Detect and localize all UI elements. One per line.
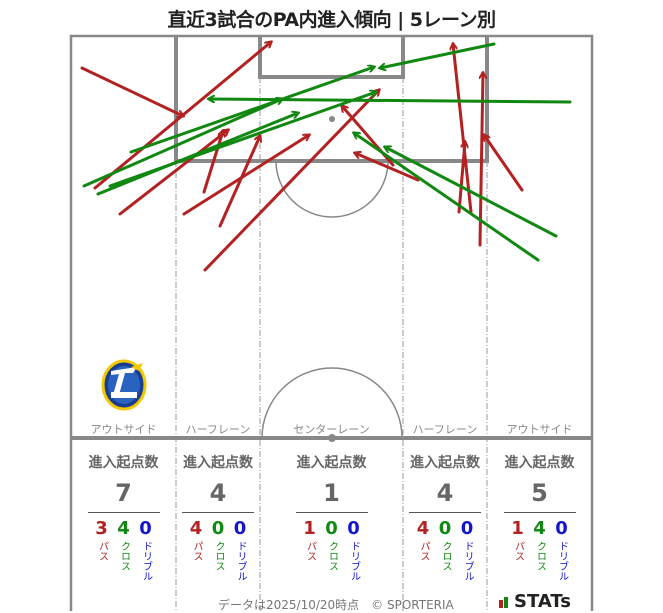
cross-count: 0 xyxy=(325,518,338,539)
pass-arrow xyxy=(118,130,228,216)
lane-label-outside-left: アウトサイド xyxy=(90,423,157,436)
pass-arrow xyxy=(453,44,473,214)
stat-total: 7 xyxy=(115,479,132,507)
penalty-arc xyxy=(275,160,389,218)
cross-arrow xyxy=(380,42,496,68)
pass-arrow xyxy=(484,135,524,192)
cross-label: クロス xyxy=(440,541,451,571)
dribble-label: ドリブル xyxy=(556,541,568,581)
divider xyxy=(503,512,576,513)
cross-count: 4 xyxy=(117,518,130,539)
dribble-count: 0 xyxy=(460,518,474,539)
dribble-label: ドリブル xyxy=(140,541,152,581)
cross-label: クロス xyxy=(534,541,546,571)
goal-area xyxy=(258,36,405,79)
arrows-layer xyxy=(80,42,572,272)
dribble-count: 0 xyxy=(139,518,152,539)
cross-count: 4 xyxy=(533,518,546,539)
cross-arrow xyxy=(385,147,558,238)
brand-logo-icon xyxy=(499,597,508,608)
pass-arrow xyxy=(457,142,465,214)
center-spot xyxy=(328,434,336,442)
dribble-count: 0 xyxy=(233,518,247,539)
pass-label: パス xyxy=(512,541,524,561)
cross-label: クロス xyxy=(326,541,338,571)
penalty-spot xyxy=(329,116,335,122)
pass-count: 4 xyxy=(189,518,203,539)
pass-label: パス xyxy=(304,541,316,561)
lane-label-halfspace-left: ハーフレーン xyxy=(185,423,251,436)
pass-arrow xyxy=(202,131,223,194)
stat-header: 進入起点数 xyxy=(296,455,367,471)
divider xyxy=(295,512,368,513)
chart-title: 直近3試合のPA内進入傾向 | 5レーン別 xyxy=(167,9,496,31)
stat-total: 1 xyxy=(323,479,340,507)
cross-arrow xyxy=(354,133,540,262)
dribble-count: 0 xyxy=(347,518,360,539)
pass-arrow xyxy=(93,42,271,190)
stat-header: 進入起点数 xyxy=(183,455,253,471)
pass-arrow xyxy=(80,66,183,116)
lane-label-halfspace-right: ハーフレーン xyxy=(412,423,478,436)
cross-label: クロス xyxy=(118,541,130,571)
stat-column: 進入起点数 7 3 パス 4 クロス 0 ドリブル xyxy=(71,452,176,581)
lane-label-outside-right: アウトサイド xyxy=(506,423,573,436)
cross-count: 0 xyxy=(438,518,452,539)
stat-column: 進入起点数 4 4 パス 0 クロス 0 ドリブル xyxy=(403,452,487,581)
stat-header: 進入起点数 xyxy=(410,455,480,471)
pitch-outline xyxy=(69,34,594,611)
brand-wordmark: STATs xyxy=(514,591,571,612)
pass-label: パス xyxy=(191,541,202,561)
cross-arrow xyxy=(129,67,374,154)
center-circle xyxy=(261,367,403,439)
stat-total: 5 xyxy=(531,479,548,507)
stat-total: 4 xyxy=(436,479,454,507)
stat-column: 進入起点数 1 1 パス 0 クロス 0 ドリブル xyxy=(260,452,403,581)
lane-label-center: センターレーン xyxy=(293,423,370,436)
stat-header: 進入起点数 xyxy=(88,455,159,471)
pass-arrow xyxy=(218,136,260,228)
dribble-label: ドリブル xyxy=(462,541,473,581)
pass-arrow xyxy=(355,153,420,182)
divider xyxy=(87,512,160,513)
divider xyxy=(182,512,254,513)
penalty-area xyxy=(174,36,489,163)
pass-label: パス xyxy=(418,541,429,561)
pass-count: 4 xyxy=(416,518,430,539)
team-crest-icon xyxy=(101,359,147,411)
pass-arrow xyxy=(182,135,309,216)
dribble-count: 0 xyxy=(555,518,568,539)
cross-count: 0 xyxy=(211,518,225,539)
pass-count: 3 xyxy=(95,518,108,539)
cross-arrow xyxy=(209,99,572,104)
pass-count: 1 xyxy=(303,518,316,539)
dribble-label: ドリブル xyxy=(348,541,360,581)
stat-column: 進入起点数 4 4 パス 0 クロス 0 ドリブル xyxy=(176,452,260,581)
cross-arrow xyxy=(82,99,282,188)
data-source-note: データは2025/10/20時点 © SPORTERIA xyxy=(218,598,454,612)
divider xyxy=(409,512,481,513)
stat-header: 進入起点数 xyxy=(504,455,575,471)
dribble-label: ドリブル xyxy=(235,541,246,581)
pass-label: パス xyxy=(96,541,108,561)
pass-count: 1 xyxy=(511,518,524,539)
stat-total: 4 xyxy=(209,479,227,507)
cross-label: クロス xyxy=(213,541,224,571)
stat-column: 進入起点数 5 1 パス 4 クロス 0 ドリブル xyxy=(487,452,592,581)
cross-arrow xyxy=(108,92,376,188)
pass-arrow xyxy=(203,90,379,272)
